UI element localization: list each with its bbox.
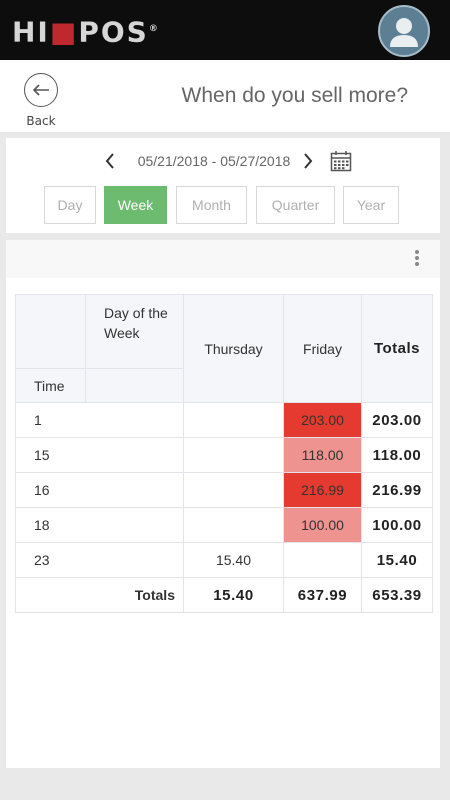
cell-friday xyxy=(283,542,362,578)
row-time-label: 18 xyxy=(15,507,184,543)
column-header-totals: Totals xyxy=(361,294,433,403)
row-time-label: 15 xyxy=(15,437,184,473)
row-time-label: 23 xyxy=(15,542,184,578)
totals-row-label: Totals xyxy=(15,577,184,613)
top-bar: HI■POS® xyxy=(0,0,450,60)
report-toolbar xyxy=(6,240,440,278)
totals-row: Totals 15.40 637.99 653.39 xyxy=(15,577,433,613)
sales-pivot-table: Day of the Week Thursday Friday Totals T… xyxy=(15,294,433,613)
cell-thursday xyxy=(183,402,284,438)
cell-thursday xyxy=(183,472,284,508)
cell-row-total: 100.00 xyxy=(361,507,433,543)
date-selector-panel: 05/21/2018 - 05/27/2018 Day Week Month Q… xyxy=(6,138,440,233)
period-quarter-button[interactable]: Quarter xyxy=(256,186,335,224)
grand-total: 653.39 xyxy=(361,577,433,613)
back-label[interactable]: Back xyxy=(26,114,56,128)
cell-friday: 100.00 xyxy=(283,507,362,543)
more-options-icon[interactable] xyxy=(414,250,420,268)
period-day-button[interactable]: Day xyxy=(44,186,96,224)
day-of-week-header: Day of the Week xyxy=(85,294,184,369)
table-row: 16 216.99 216.99 xyxy=(15,472,433,508)
corner-cell xyxy=(15,294,86,369)
next-period-button[interactable] xyxy=(300,150,316,172)
time-header: Time xyxy=(15,368,86,403)
cell-friday: 216.99 xyxy=(283,472,362,508)
empty-header-cell xyxy=(85,368,184,403)
column-header-thursday[interactable]: Thursday xyxy=(183,294,284,403)
total-friday: 637.99 xyxy=(283,577,362,613)
row-time-label: 16 xyxy=(15,472,184,508)
cell-row-total: 15.40 xyxy=(361,542,433,578)
period-week-button[interactable]: Week xyxy=(104,186,167,224)
cell-row-total: 203.00 xyxy=(361,402,433,438)
cell-row-total: 118.00 xyxy=(361,437,433,473)
page-title: When do you sell more? xyxy=(181,84,408,107)
cell-row-total: 216.99 xyxy=(361,472,433,508)
report-panel: Day of the Week Thursday Friday Totals T… xyxy=(6,240,440,768)
period-year-button[interactable]: Year xyxy=(343,186,399,224)
cell-friday: 203.00 xyxy=(283,402,362,438)
cell-thursday xyxy=(183,507,284,543)
period-month-button[interactable]: Month xyxy=(176,186,247,224)
table-row: 23 15.40 15.40 xyxy=(15,542,433,578)
column-header-friday[interactable]: Friday xyxy=(283,294,362,403)
row-time-label: 1 xyxy=(15,402,184,438)
cell-friday: 118.00 xyxy=(283,437,362,473)
cell-thursday: 15.40 xyxy=(183,542,284,578)
chevron-right-icon xyxy=(304,153,313,169)
cell-thursday xyxy=(183,437,284,473)
table-row: 18 100.00 100.00 xyxy=(15,507,433,543)
back-arrow-icon xyxy=(32,84,49,96)
user-avatar-icon[interactable] xyxy=(378,5,430,57)
date-range-label[interactable]: 05/21/2018 - 05/27/2018 xyxy=(137,153,291,169)
page-header: Back When do you sell more? xyxy=(0,60,450,132)
back-button[interactable] xyxy=(24,73,58,107)
total-thursday: 15.40 xyxy=(183,577,284,613)
app-logo: HI■POS® xyxy=(12,15,160,49)
chevron-left-icon xyxy=(105,153,114,169)
calendar-icon[interactable] xyxy=(330,150,352,172)
table-row: 1 203.00 203.00 xyxy=(15,402,433,438)
logo-hand-icon: ■ xyxy=(49,15,79,49)
previous-period-button[interactable] xyxy=(102,150,118,172)
table-row: 15 118.00 118.00 xyxy=(15,437,433,473)
